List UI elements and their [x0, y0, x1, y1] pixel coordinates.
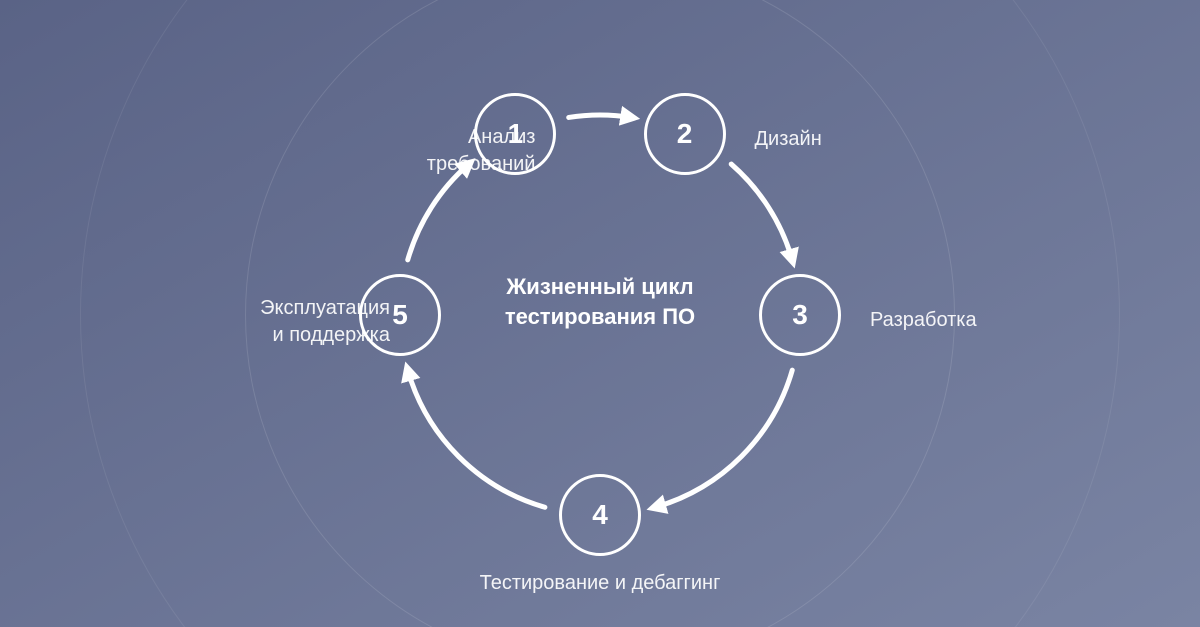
cycle-arrow-3-4 — [655, 370, 792, 507]
cycle-label-1: Анализ требований — [335, 124, 535, 178]
cycle-node-2: 2 — [644, 93, 726, 175]
cycle-arrow-1-2 — [569, 115, 632, 117]
cycle-arrow-5-1 — [408, 164, 469, 260]
cycle-label-5: Эксплуатация и поддержка — [190, 295, 390, 349]
cycle-label-3: Разработка — [870, 307, 977, 334]
cycle-node-3: 3 — [759, 274, 841, 356]
cycle-node-4: 4 — [559, 474, 641, 556]
cycle-arrow-4-5 — [408, 370, 545, 507]
cycle-arrow-2-3 — [731, 164, 792, 260]
cycle-label-2: Дизайн — [755, 126, 822, 153]
cycle-label-4: Тестирование и дебаггинг — [460, 570, 740, 597]
